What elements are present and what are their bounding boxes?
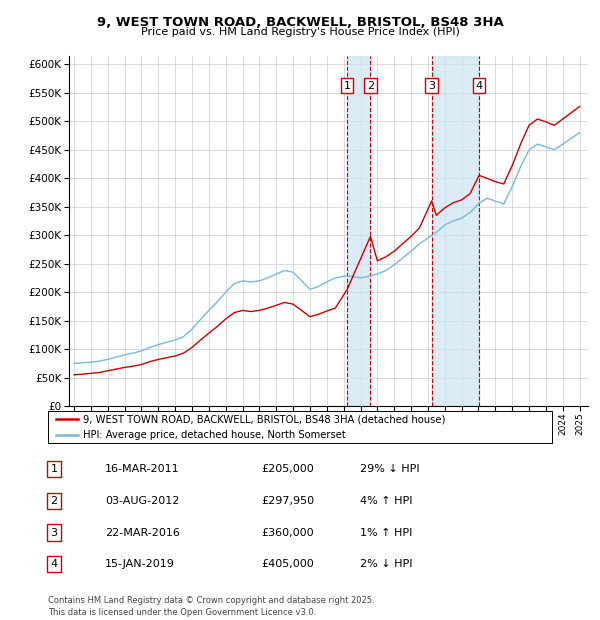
Text: 15-JAN-2019: 15-JAN-2019	[105, 559, 175, 569]
Text: 2% ↓ HPI: 2% ↓ HPI	[360, 559, 413, 569]
Text: 9, WEST TOWN ROAD, BACKWELL, BRISTOL, BS48 3HA (detached house): 9, WEST TOWN ROAD, BACKWELL, BRISTOL, BS…	[83, 414, 446, 424]
Bar	[347, 56, 370, 406]
Text: £297,950: £297,950	[261, 496, 314, 506]
Text: 2: 2	[367, 81, 374, 91]
Text: 22-MAR-2016: 22-MAR-2016	[105, 528, 180, 538]
Text: HPI: Average price, detached house, North Somerset: HPI: Average price, detached house, Nort…	[83, 430, 346, 440]
Text: 4: 4	[476, 81, 483, 91]
Text: 03-AUG-2012: 03-AUG-2012	[105, 496, 179, 506]
Text: Contains HM Land Registry data © Crown copyright and database right 2025.
This d: Contains HM Land Registry data © Crown c…	[48, 596, 374, 617]
Text: 16-MAR-2011: 16-MAR-2011	[105, 464, 179, 474]
Text: 1: 1	[344, 81, 351, 91]
Text: £205,000: £205,000	[261, 464, 314, 474]
Text: 3: 3	[428, 81, 435, 91]
Text: 4% ↑ HPI: 4% ↑ HPI	[360, 496, 413, 506]
Text: 2: 2	[50, 496, 58, 506]
Text: £405,000: £405,000	[261, 559, 314, 569]
Text: 1: 1	[50, 464, 58, 474]
Text: Price paid vs. HM Land Registry's House Price Index (HPI): Price paid vs. HM Land Registry's House …	[140, 27, 460, 37]
Text: 3: 3	[50, 528, 58, 538]
Text: 9, WEST TOWN ROAD, BACKWELL, BRISTOL, BS48 3HA: 9, WEST TOWN ROAD, BACKWELL, BRISTOL, BS…	[97, 16, 503, 29]
Text: £360,000: £360,000	[261, 528, 314, 538]
Text: 4: 4	[50, 559, 58, 569]
Text: 29% ↓ HPI: 29% ↓ HPI	[360, 464, 419, 474]
Text: 1% ↑ HPI: 1% ↑ HPI	[360, 528, 412, 538]
Bar	[431, 56, 479, 406]
